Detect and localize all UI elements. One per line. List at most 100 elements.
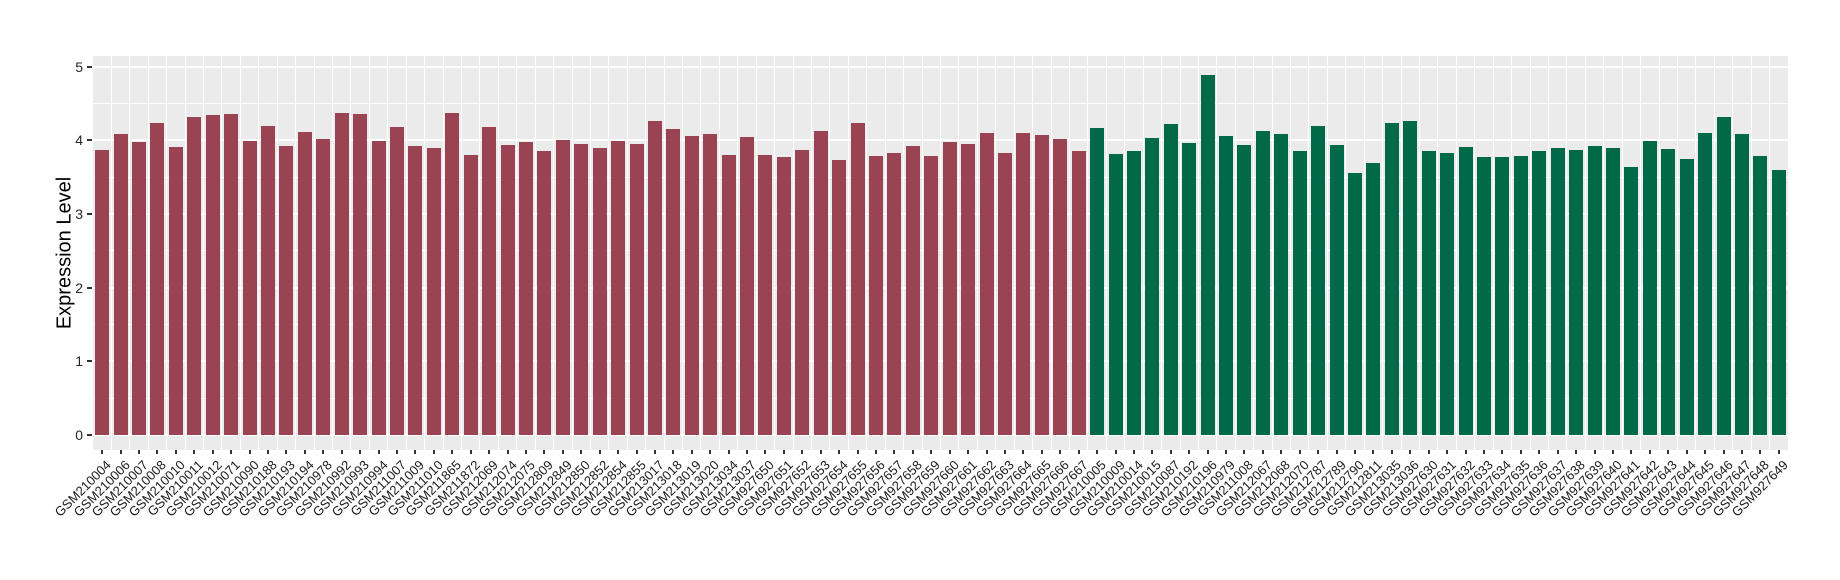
gridline-category-boundary: [1290, 56, 1292, 450]
gridline-category-boundary: [589, 56, 591, 450]
gridline-category-boundary: [663, 56, 665, 450]
x-axis-tick: [1704, 450, 1707, 454]
gridline-category-boundary: [129, 56, 131, 450]
x-axis-tick: [1519, 450, 1522, 454]
gridline-category-boundary: [1234, 56, 1236, 450]
bar: [426, 147, 441, 435]
gridline-category-boundary: [424, 56, 426, 450]
bar: [1587, 146, 1602, 435]
x-axis-tick: [1022, 450, 1025, 454]
gridline-category-boundary: [1161, 56, 1163, 450]
gridline-category-boundary: [553, 56, 555, 450]
bar: [1237, 145, 1252, 435]
x-axis-tick: [543, 450, 546, 454]
gridline-category-boundary: [866, 56, 868, 450]
x-axis-tick: [1556, 450, 1559, 454]
gridline-category-boundary: [147, 56, 149, 450]
bar: [813, 131, 828, 435]
gridline-category-boundary: [1345, 56, 1347, 450]
gridline-category-boundary: [1032, 56, 1034, 450]
x-axis-tick: [101, 450, 104, 454]
x-axis-tick: [911, 450, 914, 454]
gridline-category-boundary: [1216, 56, 1218, 450]
x-axis-tick: [1648, 450, 1651, 454]
bar: [168, 146, 183, 435]
bar: [1163, 123, 1178, 435]
bar: [555, 140, 570, 435]
gridline-category-boundary: [1732, 56, 1734, 450]
x-axis-tick: [1298, 450, 1301, 454]
x-axis-tick: [1390, 450, 1393, 454]
gridline-category-boundary: [516, 56, 518, 450]
bar: [684, 135, 699, 435]
bar: [334, 112, 349, 435]
bar: [887, 152, 902, 435]
bar: [95, 149, 110, 435]
gridline-category-boundary: [332, 56, 333, 450]
gridline-category-boundary: [1068, 56, 1070, 450]
bar: [1403, 121, 1418, 435]
x-axis-tick: [1446, 450, 1449, 454]
bar: [721, 154, 736, 435]
bar: [1421, 150, 1436, 435]
gridline-category-boundary: [1511, 56, 1513, 450]
y-tick-label: 1: [75, 353, 83, 370]
bar: [482, 126, 497, 435]
x-axis-tick: [580, 450, 583, 454]
gridline-category-boundary: [295, 56, 297, 450]
bar: [703, 133, 718, 435]
gridline-category-boundary: [1363, 56, 1365, 450]
bar: [1219, 135, 1234, 435]
bar: [758, 154, 773, 435]
gridline-category-boundary: [940, 56, 941, 450]
bar: [997, 152, 1012, 435]
gridline-category-boundary: [1547, 56, 1549, 450]
y-axis-tick: [87, 434, 92, 436]
y-tick-label: 5: [75, 58, 83, 75]
gridline-category-boundary: [1640, 56, 1642, 450]
bar: [1053, 139, 1068, 435]
bar: [1661, 149, 1676, 435]
bar: [629, 143, 644, 435]
gridline-category-boundary: [1013, 56, 1015, 450]
x-axis-tick: [782, 450, 785, 454]
x-axis-tick: [322, 450, 325, 454]
x-axis-tick: [432, 450, 435, 454]
gridline-category-boundary: [884, 56, 886, 450]
gridline-category-boundary: [995, 56, 997, 450]
x-axis-tick: [1096, 450, 1099, 454]
x-axis-tick: [488, 450, 491, 454]
gridline-category-boundary: [1769, 56, 1771, 450]
x-axis-tick: [174, 450, 177, 454]
gridline-category-boundary: [1271, 56, 1273, 450]
bar: [905, 146, 920, 435]
bar: [1679, 159, 1694, 435]
x-axis-tick: [156, 450, 159, 454]
gridline-category-boundary: [221, 56, 223, 450]
gridline-category-boundary: [608, 56, 610, 450]
bar: [242, 140, 257, 435]
x-axis-tick: [838, 450, 841, 454]
x-axis-tick: [1059, 450, 1062, 454]
x-axis-tick: [469, 450, 472, 454]
gridline-category-boundary: [1750, 56, 1752, 450]
gridline-category-boundary: [1603, 56, 1605, 450]
y-axis-tick: [87, 139, 92, 142]
x-axis-tick: [230, 450, 233, 454]
bar: [132, 142, 147, 435]
x-axis-tick: [1372, 450, 1375, 454]
gridline-category-boundary: [534, 56, 536, 450]
gridline-category-boundary: [497, 56, 499, 450]
x-axis-tick: [746, 450, 749, 454]
bar: [1311, 126, 1326, 435]
bar: [1734, 133, 1749, 435]
gridline-category-boundary: [976, 56, 978, 450]
bar: [1477, 157, 1491, 435]
x-axis-tick: [1188, 450, 1191, 454]
bar: [1274, 134, 1289, 435]
bar: [1642, 140, 1657, 435]
bar: [537, 150, 552, 435]
bar: [297, 132, 312, 435]
gridline-category-boundary: [460, 56, 462, 450]
x-axis-tick: [801, 450, 804, 454]
